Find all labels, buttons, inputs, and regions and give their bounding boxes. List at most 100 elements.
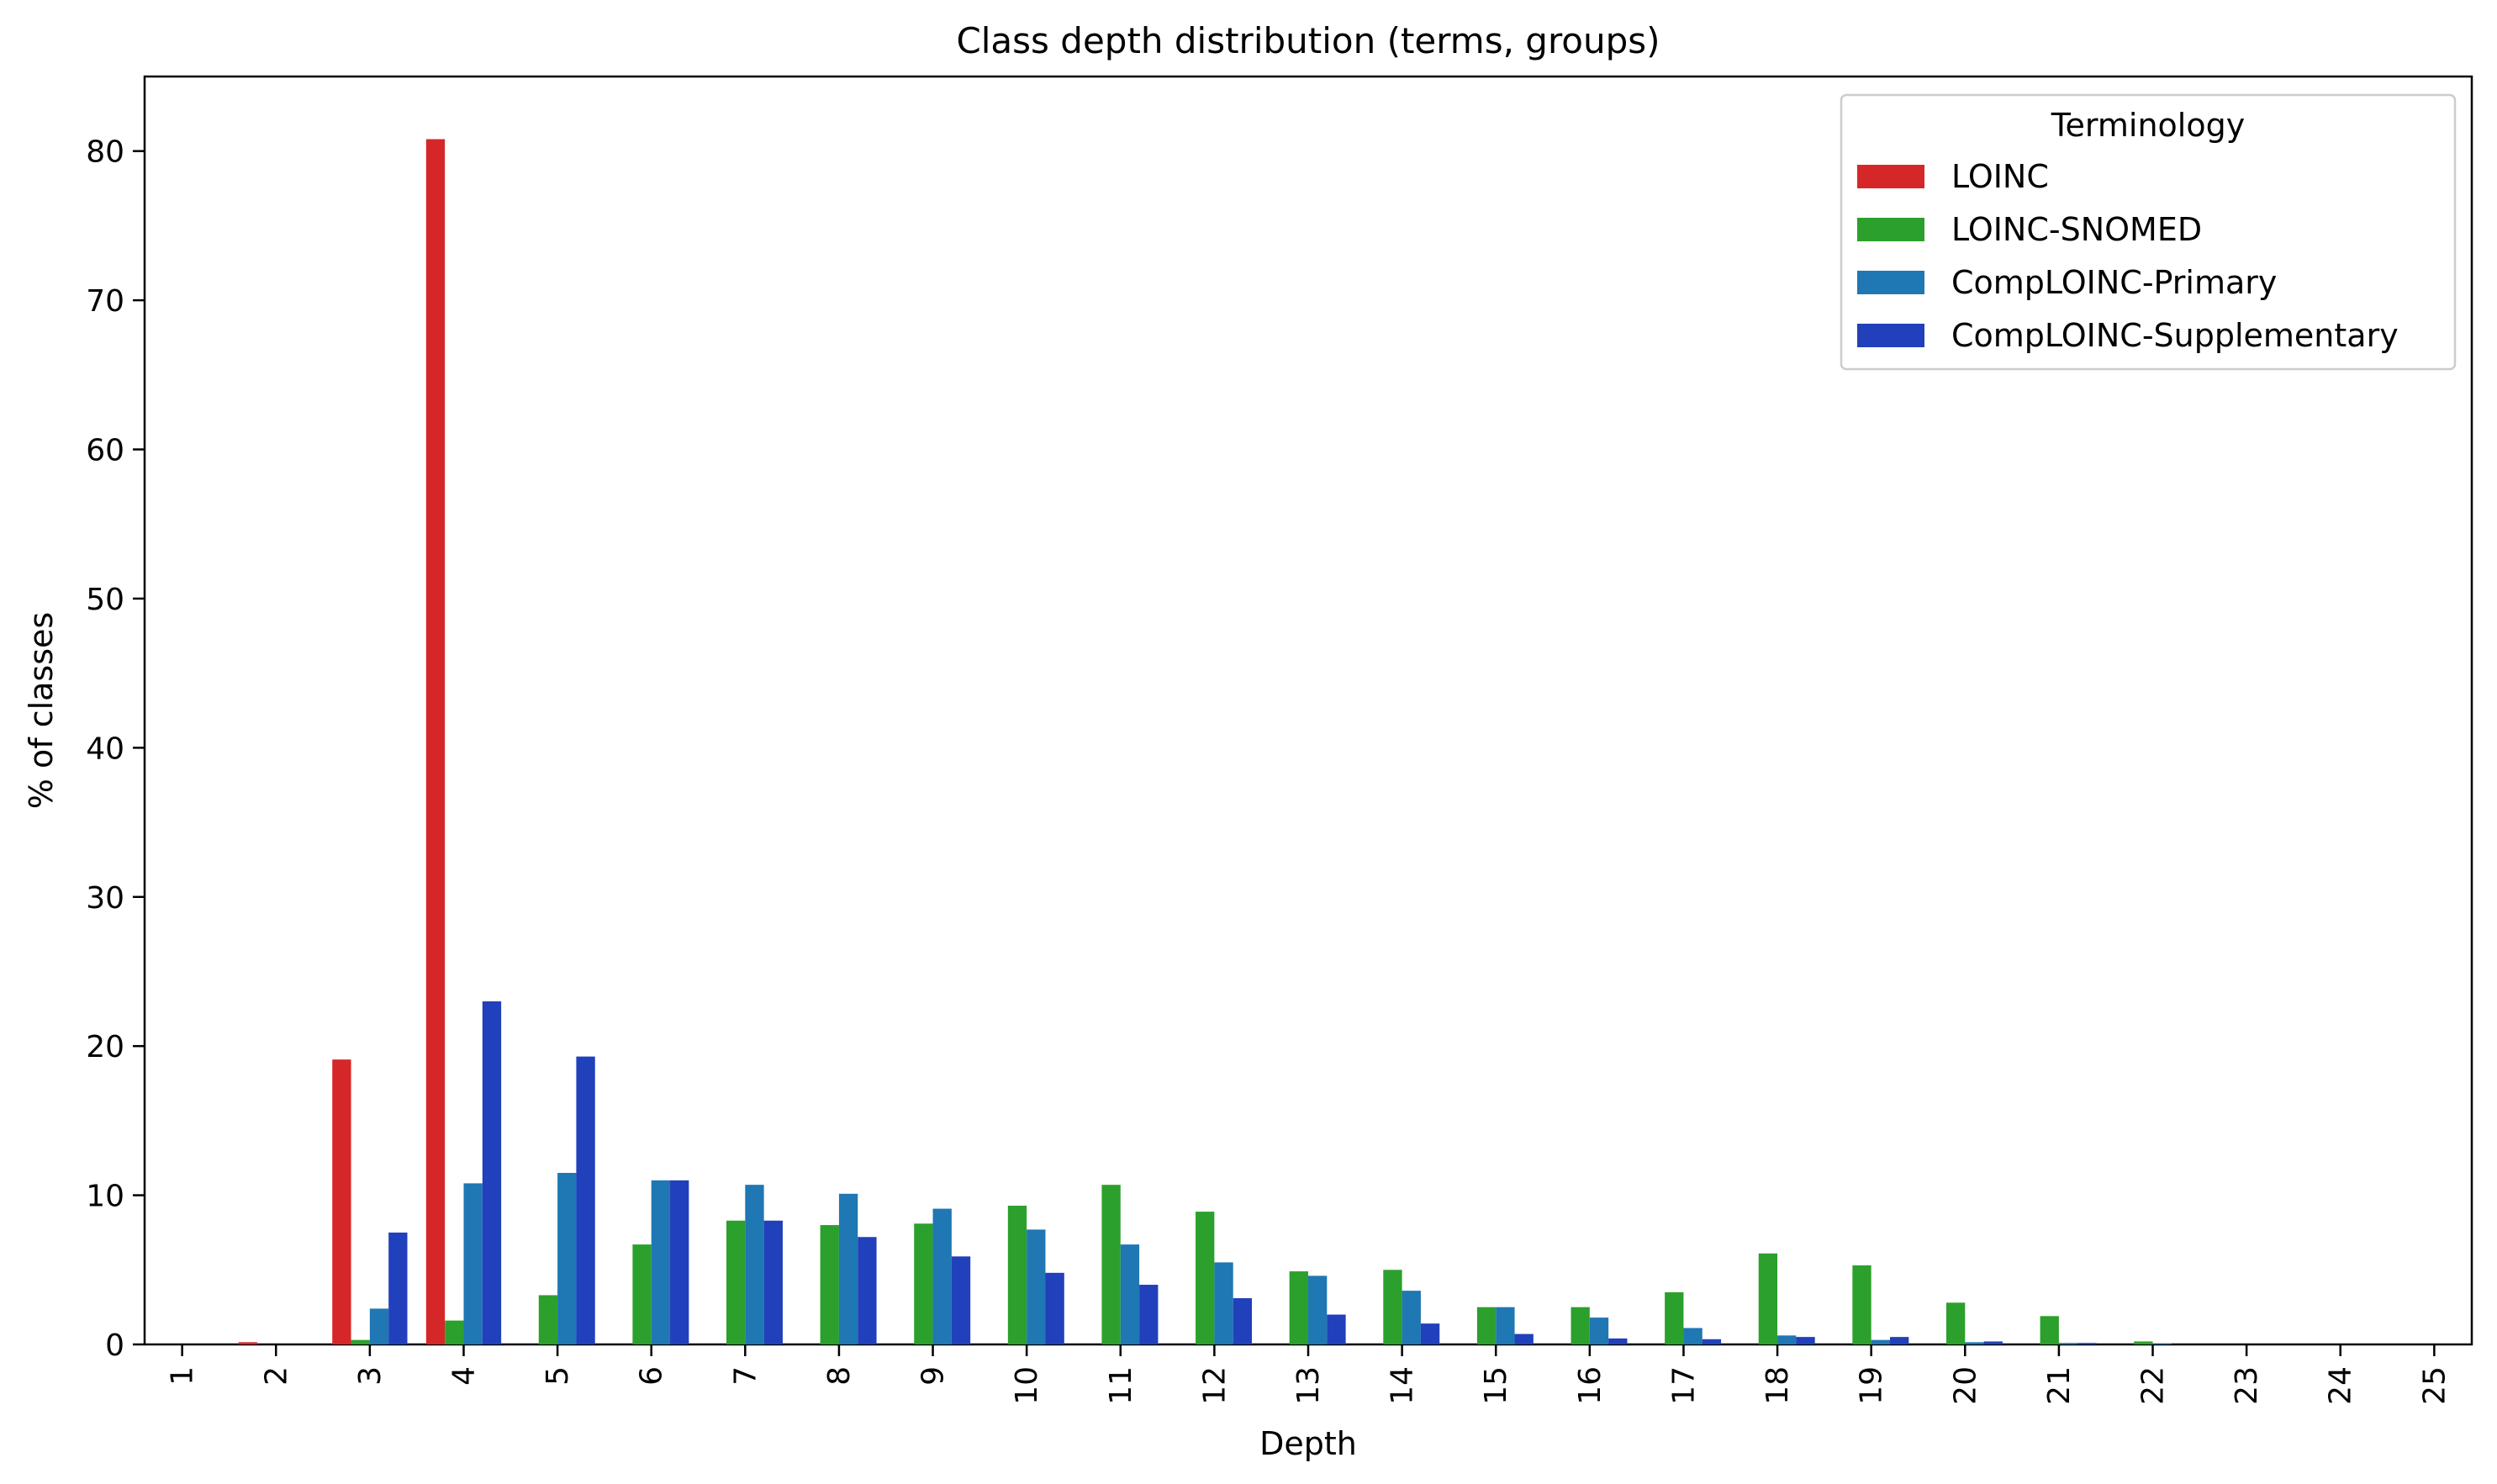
bar	[1233, 1298, 1253, 1344]
bar	[1289, 1271, 1308, 1344]
legend-box	[1840, 93, 2457, 371]
bar	[820, 1225, 839, 1344]
bar	[1496, 1307, 1515, 1344]
x-tick-label: 12	[1197, 1366, 1232, 1405]
y-tick-label: 20	[86, 1030, 124, 1064]
legend-label: CompLOINC-Supplementary	[1951, 317, 2399, 354]
bar	[1214, 1262, 1233, 1344]
bar	[951, 1256, 971, 1344]
bar	[1196, 1212, 1215, 1344]
bar	[538, 1295, 558, 1344]
bar	[1402, 1291, 1421, 1344]
bar	[2077, 1343, 2097, 1344]
bar	[914, 1223, 933, 1344]
bar	[1327, 1314, 1346, 1344]
bar	[1045, 1272, 1064, 1344]
x-tick-label: 7	[728, 1366, 763, 1386]
y-axis-label: % of classes	[23, 612, 60, 809]
bar	[1420, 1323, 1440, 1344]
y-tick-label: 10	[86, 1180, 124, 1214]
x-tick-label: 13	[1291, 1366, 1326, 1405]
x-tick-label: 2	[259, 1366, 293, 1386]
x-tick-label: 15	[1479, 1366, 1513, 1405]
y-tick-label: 60	[86, 434, 124, 468]
x-tick-label: 11	[1104, 1366, 1138, 1405]
x-tick-label: 4	[446, 1366, 481, 1386]
y-tick-label: 50	[86, 583, 124, 617]
x-tick-label: 9	[916, 1366, 951, 1386]
x-tick-label: 22	[2136, 1366, 2171, 1405]
bar	[482, 1001, 502, 1344]
x-tick-label: 8	[822, 1366, 857, 1386]
bar	[463, 1183, 483, 1344]
bar	[369, 1308, 389, 1344]
bar	[1007, 1206, 1027, 1344]
x-tick-label: 1	[166, 1366, 200, 1386]
x-tick-label: 23	[2230, 1366, 2264, 1405]
bar	[1571, 1307, 1590, 1344]
bar	[425, 139, 446, 1344]
bar	[576, 1056, 595, 1344]
bar	[1983, 1341, 2003, 1344]
y-tick-label: 40	[86, 731, 124, 766]
bar	[2040, 1316, 2059, 1344]
x-tick-label: 6	[635, 1366, 669, 1386]
x-tick-label: 10	[1010, 1366, 1044, 1405]
bar	[745, 1185, 764, 1344]
bar	[557, 1172, 577, 1344]
x-tick-label: 25	[2417, 1366, 2452, 1405]
bar	[388, 1232, 408, 1344]
bar	[1476, 1307, 1497, 1344]
x-tick-label: 3	[353, 1366, 388, 1386]
legend-swatch	[1857, 271, 1924, 294]
bar	[1683, 1328, 1702, 1344]
legend-swatch	[1857, 324, 1924, 347]
series-comploinc-primary	[369, 1172, 2172, 1344]
bar	[332, 1059, 351, 1344]
bar	[1852, 1265, 1871, 1344]
bar	[351, 1339, 370, 1344]
bar	[1383, 1270, 1402, 1344]
bar	[1120, 1244, 1140, 1344]
bar	[858, 1237, 877, 1344]
y-tick-label: 0	[105, 1328, 124, 1363]
series-loinc-snomed	[351, 1185, 2153, 1344]
bar	[2134, 1341, 2153, 1344]
bar	[1702, 1339, 1722, 1344]
bar	[1965, 1342, 1984, 1344]
legend-label: LOINC	[1951, 158, 2049, 195]
bar	[763, 1220, 783, 1344]
chart-title: Class depth distribution (terms, groups)	[956, 20, 1660, 61]
bar	[445, 1320, 464, 1344]
x-tick-label: 21	[2042, 1366, 2077, 1405]
bars-layer	[238, 139, 2172, 1344]
x-tick-label: 17	[1666, 1366, 1701, 1405]
series-comploinc-supplementary	[388, 1001, 2097, 1344]
legend-title: Terminology	[2051, 107, 2245, 144]
bar	[726, 1220, 746, 1344]
bar	[1514, 1333, 1534, 1344]
x-tick-label: 20	[1948, 1366, 1982, 1405]
x-tick-label: 14	[1386, 1366, 1420, 1405]
y-axis: 0 10 20 30 40 50 60 70 80	[86, 135, 145, 1363]
x-axis: 1 2 3 4 5 6 7 8 9 10 11 12 13 14 15 16 17 18 19 20 21 22 23 24 2…	[166, 1344, 2452, 1405]
bar	[1101, 1185, 1121, 1344]
bar	[1890, 1337, 1909, 1344]
x-tick-label: 18	[1761, 1366, 1795, 1405]
bar	[1027, 1229, 1046, 1344]
legend-swatch	[1857, 218, 1924, 241]
legend-label: LOINC-SNOMED	[1951, 211, 2202, 248]
bar	[1871, 1339, 1890, 1344]
bar	[932, 1208, 952, 1344]
bar	[1945, 1302, 1966, 1344]
x-axis-label: Depth	[1259, 1425, 1357, 1462]
bar	[1308, 1275, 1328, 1344]
bar	[632, 1244, 652, 1344]
bar	[2058, 1343, 2078, 1344]
bar	[1796, 1337, 1815, 1344]
bar	[1665, 1291, 1684, 1344]
series-loinc	[238, 139, 446, 1344]
y-tick-label: 80	[86, 135, 124, 170]
x-tick-label: 19	[1855, 1366, 1889, 1405]
